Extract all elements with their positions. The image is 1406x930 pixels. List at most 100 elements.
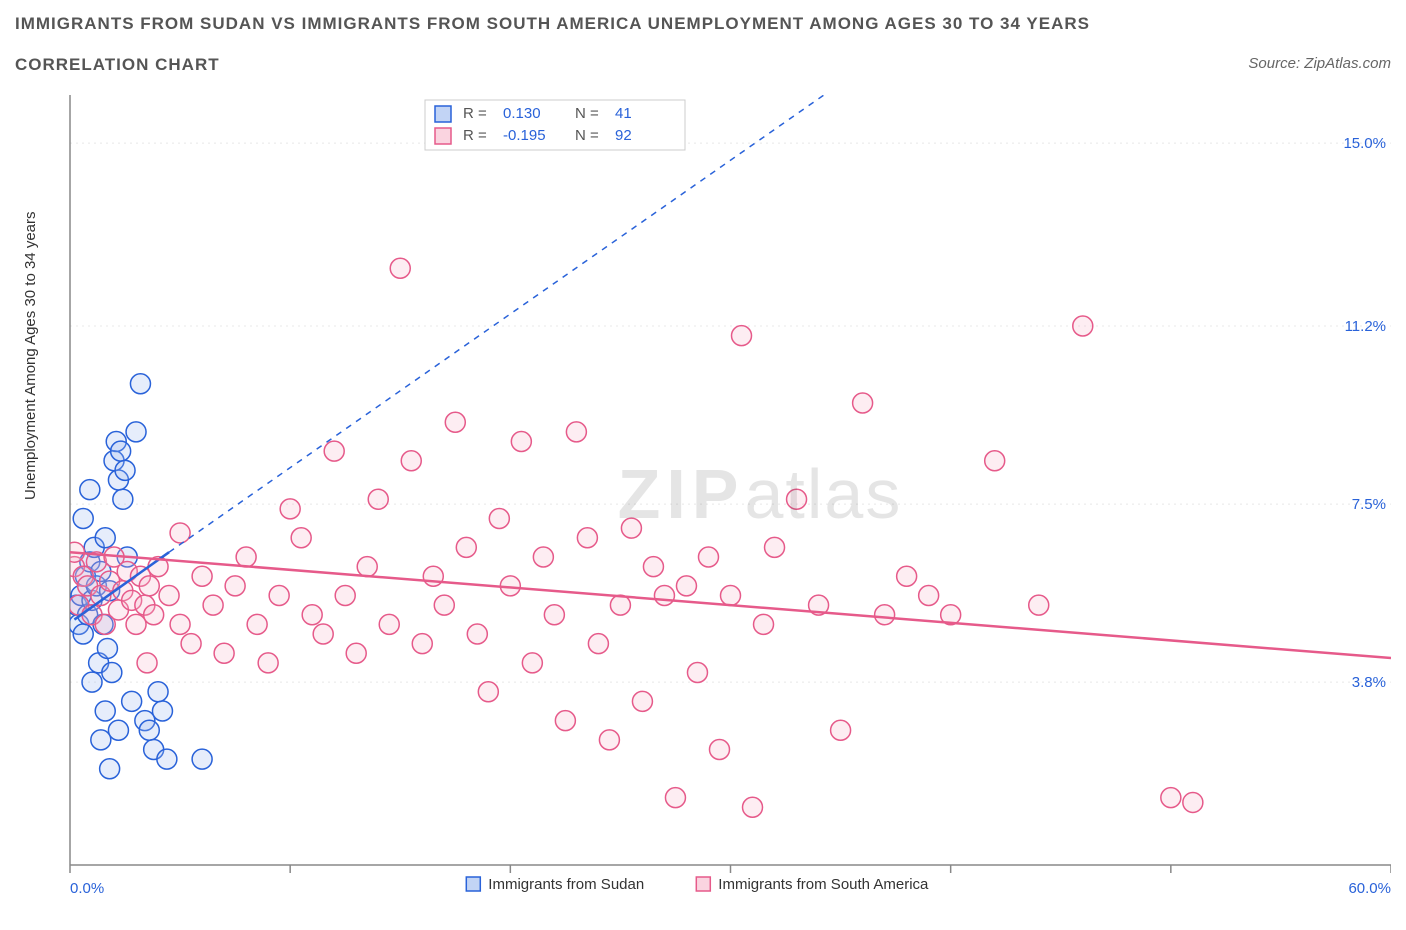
scatter-point bbox=[139, 720, 159, 740]
legend-r-label: R = bbox=[463, 127, 487, 144]
source-prefix: Source: bbox=[1248, 55, 1304, 72]
scatter-point bbox=[95, 701, 115, 721]
scatter-point bbox=[73, 509, 93, 529]
scatter-point bbox=[357, 557, 377, 577]
scatter-point bbox=[985, 451, 1005, 471]
scatter-point bbox=[148, 682, 168, 702]
y-tick-label: 11.2% bbox=[1345, 318, 1386, 335]
scatter-point bbox=[831, 720, 851, 740]
scatter-point bbox=[919, 586, 939, 606]
scatter-point bbox=[632, 691, 652, 711]
scatter-point bbox=[139, 576, 159, 596]
source-name: ZipAtlas.com bbox=[1304, 55, 1391, 72]
scatter-point bbox=[390, 258, 410, 278]
scatter-point bbox=[111, 441, 131, 461]
legend-r-label: R = bbox=[463, 105, 487, 122]
scatter-point bbox=[379, 614, 399, 634]
chart-title: IMMIGRANTS FROM SUDAN VS IMMIGRANTS FROM… bbox=[15, 14, 1090, 34]
scatter-point bbox=[100, 759, 120, 779]
scatter-point bbox=[489, 509, 509, 529]
legend-n-value: 41 bbox=[615, 105, 632, 122]
scatter-point bbox=[533, 547, 553, 567]
scatter-point bbox=[787, 489, 807, 509]
x-tick-label: 0.0% bbox=[70, 880, 104, 897]
scatter-point bbox=[258, 653, 278, 673]
scatter-point bbox=[423, 566, 443, 586]
scatter-point bbox=[467, 624, 487, 644]
scatter-point bbox=[80, 480, 100, 500]
series-legend-swatch bbox=[696, 877, 710, 891]
scatter-point bbox=[1161, 788, 1181, 808]
chart-subtitle: CORRELATION CHART bbox=[15, 55, 220, 75]
scatter-point bbox=[478, 682, 498, 702]
series-legend-label: Immigrants from South America bbox=[718, 876, 929, 893]
scatter-point bbox=[324, 441, 344, 461]
scatter-point bbox=[687, 663, 707, 683]
scatter-point bbox=[434, 595, 454, 615]
scatter-point bbox=[875, 605, 895, 625]
scatter-point bbox=[113, 489, 133, 509]
scatter-point bbox=[709, 740, 729, 760]
scatter-point bbox=[157, 749, 177, 769]
scatter-point bbox=[269, 586, 289, 606]
legend-swatch bbox=[435, 106, 451, 122]
legend-r-value: 0.130 bbox=[503, 105, 541, 122]
scatter-point bbox=[170, 614, 190, 634]
scatter-point bbox=[335, 586, 355, 606]
scatter-point bbox=[577, 528, 597, 548]
series-legend-swatch bbox=[466, 877, 480, 891]
scatter-point bbox=[137, 653, 157, 673]
scatter-point bbox=[95, 528, 115, 548]
legend-swatch bbox=[435, 128, 451, 144]
scatter-point bbox=[511, 432, 531, 452]
scatter-point bbox=[654, 586, 674, 606]
trend-line-extrapolated bbox=[169, 95, 907, 552]
scatter-point bbox=[1183, 792, 1203, 812]
scatter-point bbox=[1073, 316, 1093, 336]
scatter-point bbox=[236, 547, 256, 567]
scatter-point bbox=[445, 412, 465, 432]
scatter-point bbox=[368, 489, 388, 509]
scatter-point bbox=[401, 451, 421, 471]
scatter-point bbox=[897, 566, 917, 586]
legend-r-value: -0.195 bbox=[503, 127, 546, 144]
scatter-point bbox=[144, 605, 164, 625]
scatter-point bbox=[412, 634, 432, 654]
y-tick-label: 3.8% bbox=[1352, 674, 1386, 691]
scatter-point bbox=[313, 624, 333, 644]
scatter-point bbox=[91, 730, 111, 750]
scatter-point bbox=[732, 326, 752, 346]
scatter-point bbox=[126, 422, 146, 442]
scatter-chart-svg: 0.0% 60.0% 3.8% 7.5% 11.2% 15.0% Unemployment … bbox=[15, 95, 1391, 925]
y-tick-label: 7.5% bbox=[1352, 496, 1386, 513]
scatter-point bbox=[214, 643, 234, 663]
scatter-point bbox=[346, 643, 366, 663]
scatter-point bbox=[181, 634, 201, 654]
scatter-point bbox=[203, 595, 223, 615]
legend-n-label: N = bbox=[575, 127, 599, 144]
source-attribution: Source: ZipAtlas.com bbox=[1248, 55, 1391, 72]
scatter-point bbox=[1029, 595, 1049, 615]
y-tick-label: 15.0% bbox=[1343, 135, 1386, 152]
scatter-point bbox=[665, 788, 685, 808]
chart-container: IMMIGRANTS FROM SUDAN VS IMMIGRANTS FROM… bbox=[0, 0, 1406, 930]
scatter-point bbox=[743, 797, 763, 817]
chart-area: 0.0% 60.0% 3.8% 7.5% 11.2% 15.0% Unemployment … bbox=[15, 95, 1391, 925]
x-tick-label: 60.0% bbox=[1348, 880, 1391, 897]
scatter-point bbox=[280, 499, 300, 519]
scatter-point bbox=[599, 730, 619, 750]
scatter-point bbox=[130, 374, 150, 394]
scatter-point bbox=[152, 701, 172, 721]
y-axis-label: Unemployment Among Ages 30 to 34 years bbox=[22, 211, 39, 500]
scatter-point bbox=[754, 614, 774, 634]
scatter-point bbox=[247, 614, 267, 634]
scatter-point bbox=[97, 638, 117, 658]
scatter-point bbox=[610, 595, 630, 615]
legend-n-value: 92 bbox=[615, 127, 632, 144]
scatter-point bbox=[108, 720, 128, 740]
series-legend-label: Immigrants from Sudan bbox=[488, 876, 644, 893]
scatter-point bbox=[225, 576, 245, 596]
scatter-point bbox=[122, 691, 142, 711]
scatter-point bbox=[544, 605, 564, 625]
scatter-point bbox=[73, 624, 93, 644]
